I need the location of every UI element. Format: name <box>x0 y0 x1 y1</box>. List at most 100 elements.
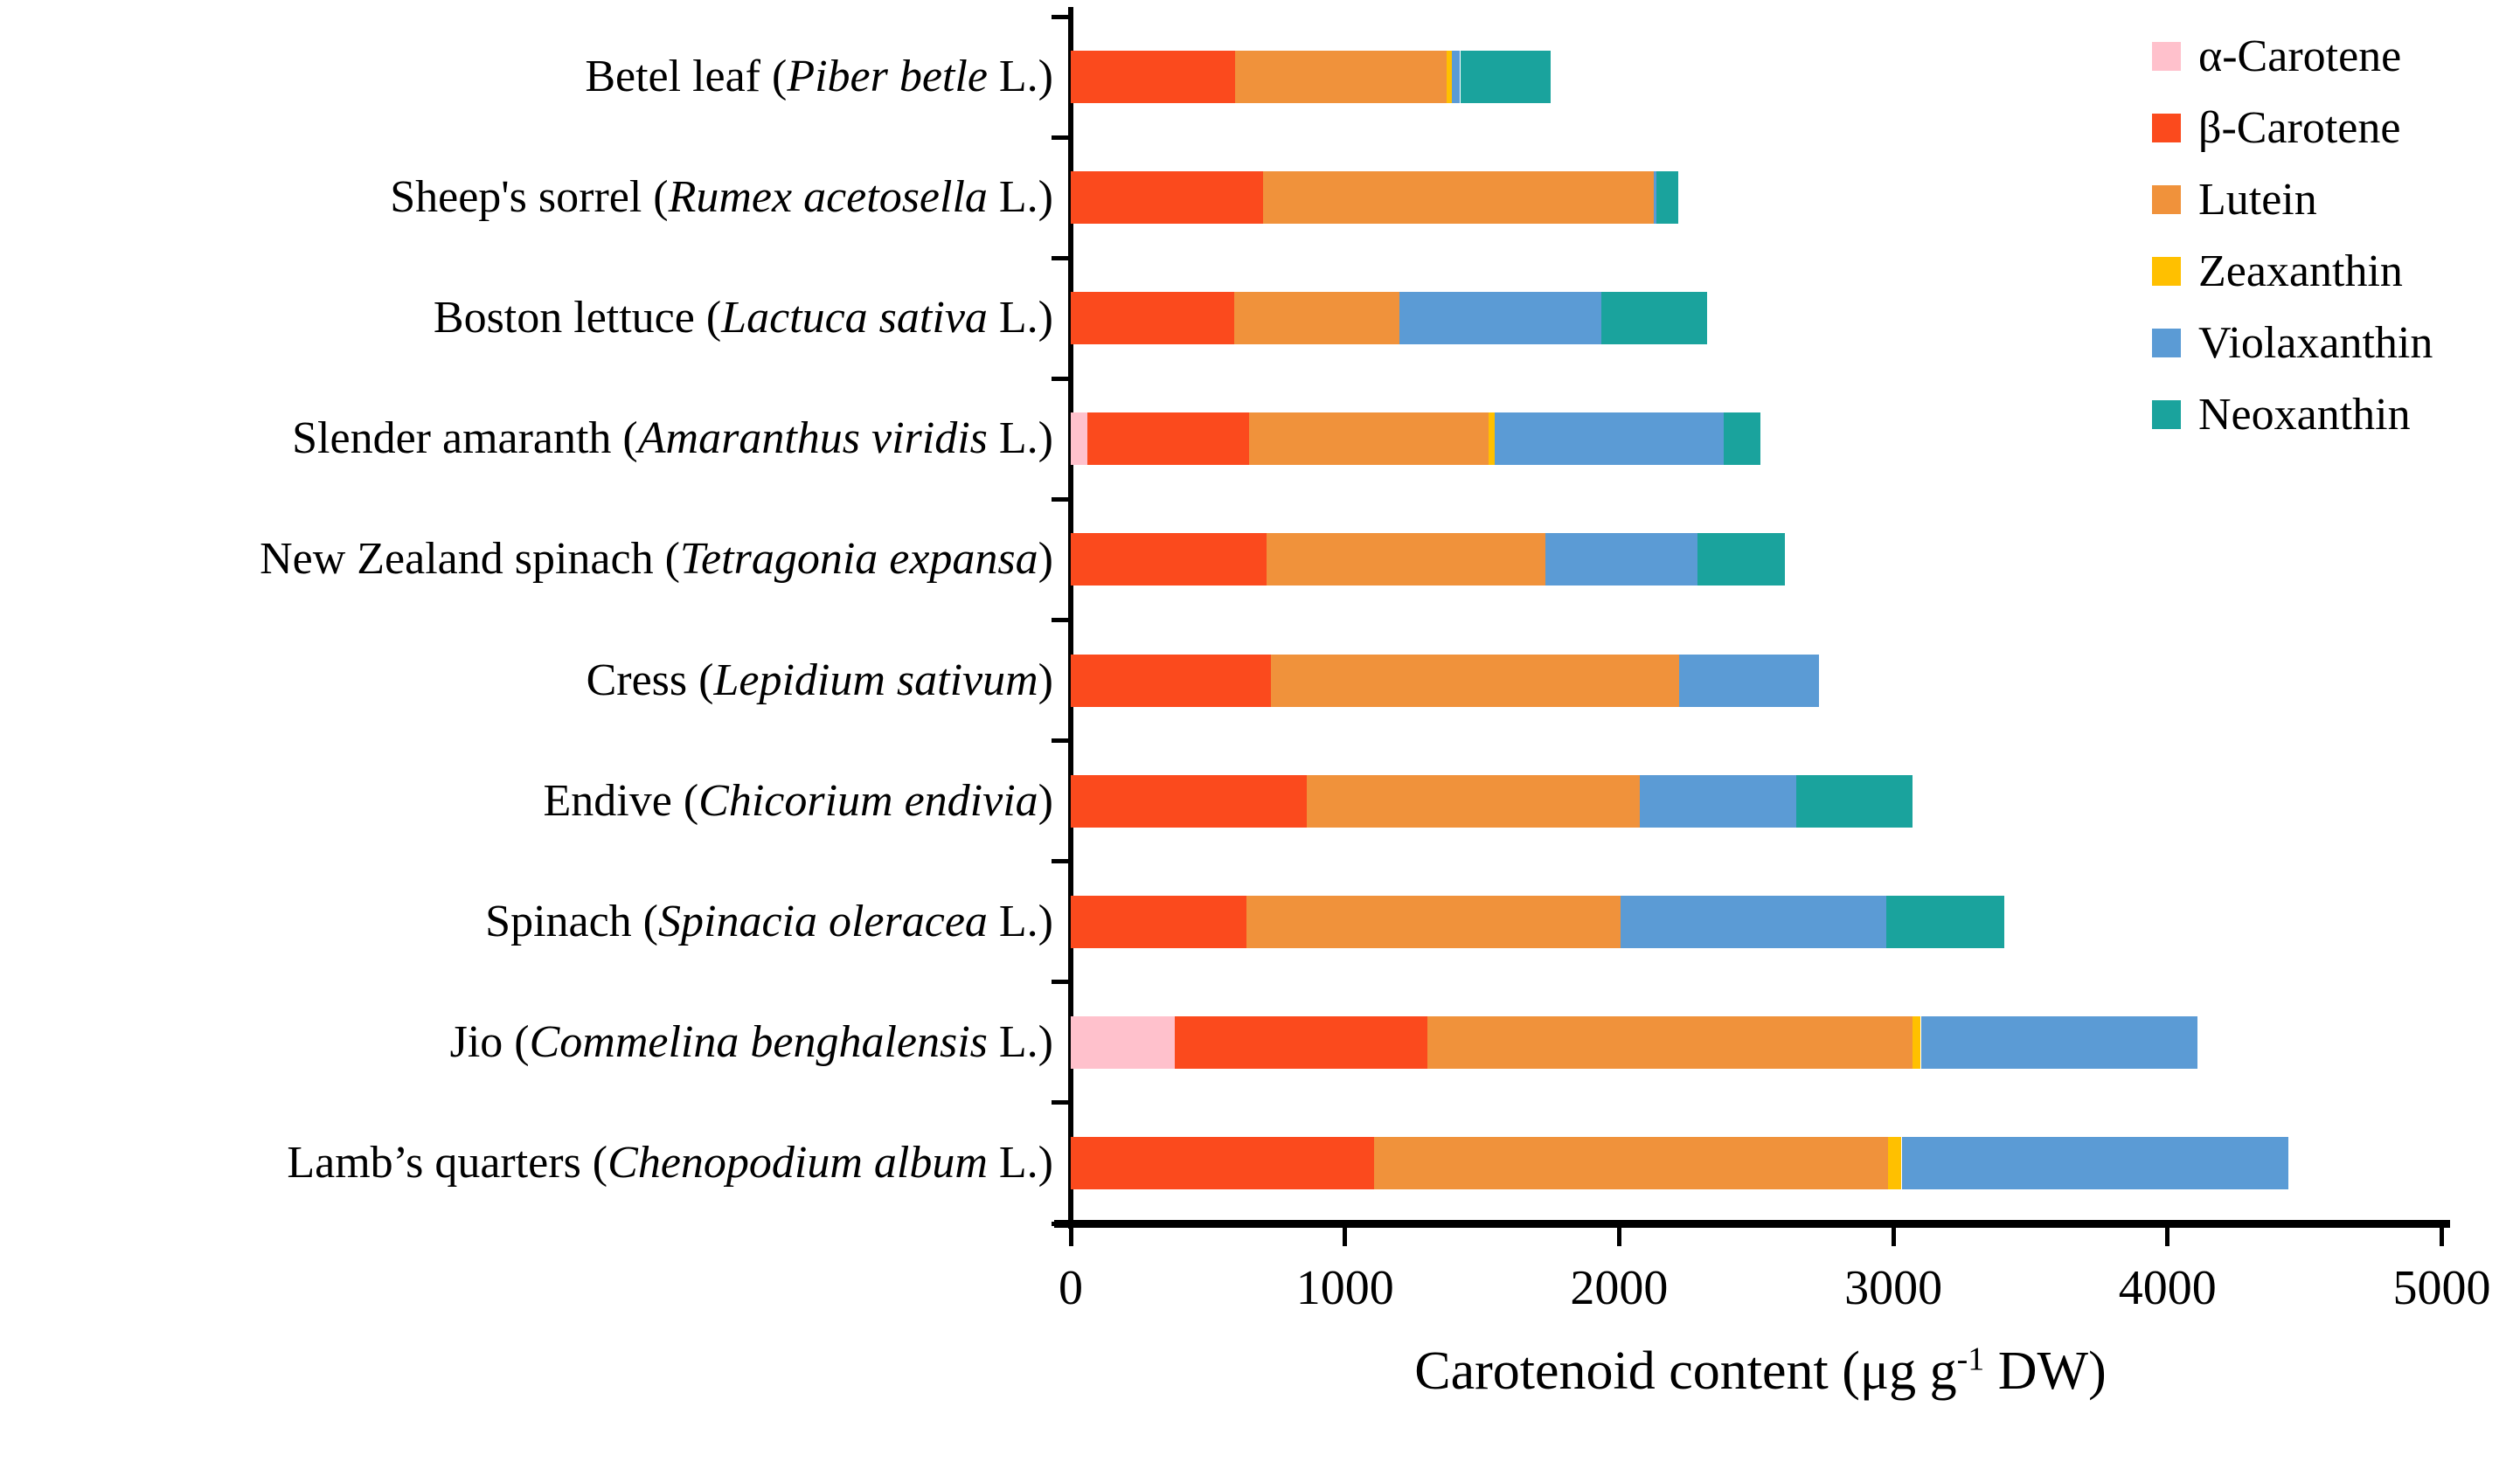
category-label-part: ) <box>1038 775 1053 826</box>
legend-item-Neoxanthin: Neoxanthin <box>2152 392 2433 437</box>
category-label-part: Betel leaf ( <box>585 52 788 101</box>
legend: α-Carotene β-Carotene Lutein Zeaxanthin Viol… <box>2152 33 2433 472</box>
y-axis-tick <box>1052 980 1071 985</box>
category-label-part: L.) <box>987 52 1053 101</box>
category-label-part: Jio ( <box>449 1016 530 1067</box>
bar-segment-β-Carotene <box>1071 895 1246 948</box>
legend-item-Violaxanthin: Violaxanthin <box>2152 320 2433 365</box>
legend-item-β-Carotene: β-Carotene <box>2152 105 2433 150</box>
bar-segment-Violaxanthin <box>1399 292 1601 345</box>
bar-segment-β-Carotene <box>1071 1136 1374 1189</box>
x-tick-label: 5000 <box>2392 1261 2491 1315</box>
category-label-part: New Zealand spinach ( <box>260 534 680 585</box>
bar-segment-Lutein <box>1248 412 1489 466</box>
bar-segment-Neoxanthin <box>1795 774 1913 828</box>
x-axis-tick <box>2440 1223 2444 1246</box>
bar-segment-Zeaxanthin <box>1913 1015 1921 1069</box>
y-axis-tick <box>1052 255 1071 260</box>
bar-segment-Neoxanthin <box>1886 895 2005 948</box>
category-label-part: Rumex acetosella <box>668 172 988 223</box>
bar-segment-Lutein <box>1235 51 1447 103</box>
legend-label: α-Carotene <box>2198 31 2402 81</box>
bar-segment-Neoxanthin <box>1656 171 1678 225</box>
bar-segment-β-Carotene <box>1071 171 1263 225</box>
x-axis-title: Carotenoid content (μg g-1 DW) <box>1071 1341 2450 1402</box>
category-label-part: Slender amaranth ( <box>292 413 638 464</box>
bar-segment-Violaxanthin <box>1452 51 1461 103</box>
category-label: Slender amaranth (Amaranthus viridis L.) <box>0 411 1053 467</box>
legend-swatch-icon <box>2152 42 2181 71</box>
bar-segment-β-Carotene <box>1175 1015 1427 1069</box>
x-tick-label: 4000 <box>2118 1261 2217 1315</box>
category-label: Cress (Lepidium sativum) <box>0 653 1053 709</box>
bar-segment-Violaxanthin <box>1621 895 1887 948</box>
bar-segment-β-Carotene <box>1071 774 1307 828</box>
bar-segment-Zeaxanthin <box>1489 412 1495 466</box>
x-axis-title-post: DW) <box>1984 1341 2107 1401</box>
category-label-part: L.) <box>987 293 1053 343</box>
bar-segment-Violaxanthin <box>1653 171 1656 225</box>
category-label: Sheep's sorrel (Rumex acetosella L.) <box>0 170 1053 225</box>
category-label-part: Chenopodium album <box>607 1137 988 1188</box>
x-axis-title-exponent: -1 <box>1956 1341 1985 1378</box>
category-label-part: Tetragonia expansa <box>679 534 1038 585</box>
y-axis-tick <box>1052 859 1071 864</box>
bar-segment-Violaxanthin <box>1494 412 1724 466</box>
legend-swatch-icon <box>2152 329 2181 357</box>
category-label-part: Lamb’s quarters ( <box>287 1137 608 1188</box>
legend-swatch-icon <box>2152 114 2181 142</box>
category-label-part: Endive ( <box>543 775 699 826</box>
bar-segment-Violaxanthin <box>1920 1015 2198 1069</box>
x-tick-label: 2000 <box>1570 1261 1669 1315</box>
bar-segment-Violaxanthin <box>1639 774 1796 828</box>
x-axis-line <box>1054 1220 2450 1228</box>
bar-segment-Zeaxanthin <box>1887 1136 1902 1189</box>
bar-segment-Violaxanthin <box>1545 533 1697 586</box>
legend-label: Lutein <box>2198 174 2317 225</box>
bar-segment-Lutein <box>1306 774 1640 828</box>
category-label-part: Spinacia oleracea <box>658 896 988 946</box>
category-label-part: L.) <box>987 172 1053 223</box>
bar-segment-β-Carotene <box>1071 51 1236 103</box>
bar-segment-Lutein <box>1427 1015 1913 1069</box>
x-axis-tick <box>2165 1223 2170 1246</box>
bar-segment-Violaxanthin <box>1679 654 1820 707</box>
bar-segment-Lutein <box>1373 1136 1888 1189</box>
y-axis-tick <box>1052 135 1071 140</box>
category-label-part: L.) <box>987 1016 1053 1067</box>
bar-segment-β-Carotene <box>1086 412 1249 466</box>
x-tick-label: 3000 <box>1844 1261 1943 1315</box>
category-label-part: L.) <box>987 413 1053 464</box>
bar-segment-Neoxanthin <box>1601 292 1707 345</box>
category-label-part: Commelina benghalensis <box>529 1016 988 1067</box>
legend-label: Violaxanthin <box>2198 317 2433 368</box>
legend-item-Lutein: Lutein <box>2152 177 2433 222</box>
category-label-part: Sheep's sorrel ( <box>390 172 669 223</box>
legend-label: β-Carotene <box>2198 102 2401 153</box>
bar-segment-Neoxanthin <box>1723 412 1760 466</box>
category-label: Boston lettuce (Lactuca sativa L.) <box>0 290 1053 346</box>
bar-segment-β-Carotene <box>1071 654 1271 707</box>
y-axis-tick <box>1052 376 1071 381</box>
x-tick-label: 0 <box>1059 1261 1083 1315</box>
category-label: Spinach (Spinacia oleracea L.) <box>0 894 1053 950</box>
x-axis-title-pre: Carotenoid content (μg g <box>1414 1341 1957 1401</box>
x-axis-tick <box>1343 1223 1348 1246</box>
y-axis-tick <box>1052 496 1071 502</box>
bar-segment-Violaxanthin <box>1901 1136 2288 1189</box>
category-label-part: L.) <box>987 1137 1053 1188</box>
category-label: Betel leaf (Piber betle L.) <box>0 49 1053 105</box>
bar-segment-β-Carotene <box>1071 292 1234 345</box>
bar-segment-Lutein <box>1233 292 1400 345</box>
x-tick-label: 1000 <box>1295 1261 1394 1315</box>
bar-segment-Lutein <box>1246 895 1621 948</box>
x-axis-tick <box>1068 1223 1073 1246</box>
x-axis-tick <box>1891 1223 1896 1246</box>
category-label: Jio (Commelina benghalensis L.) <box>0 1015 1053 1071</box>
y-axis-line <box>1068 7 1073 1229</box>
bar-segment-α-Carotene <box>1071 1015 1176 1069</box>
x-axis-tick <box>1616 1223 1621 1246</box>
category-label: Endive (Chicorium endivia) <box>0 773 1053 829</box>
legend-label: Neoxanthin <box>2198 389 2411 440</box>
